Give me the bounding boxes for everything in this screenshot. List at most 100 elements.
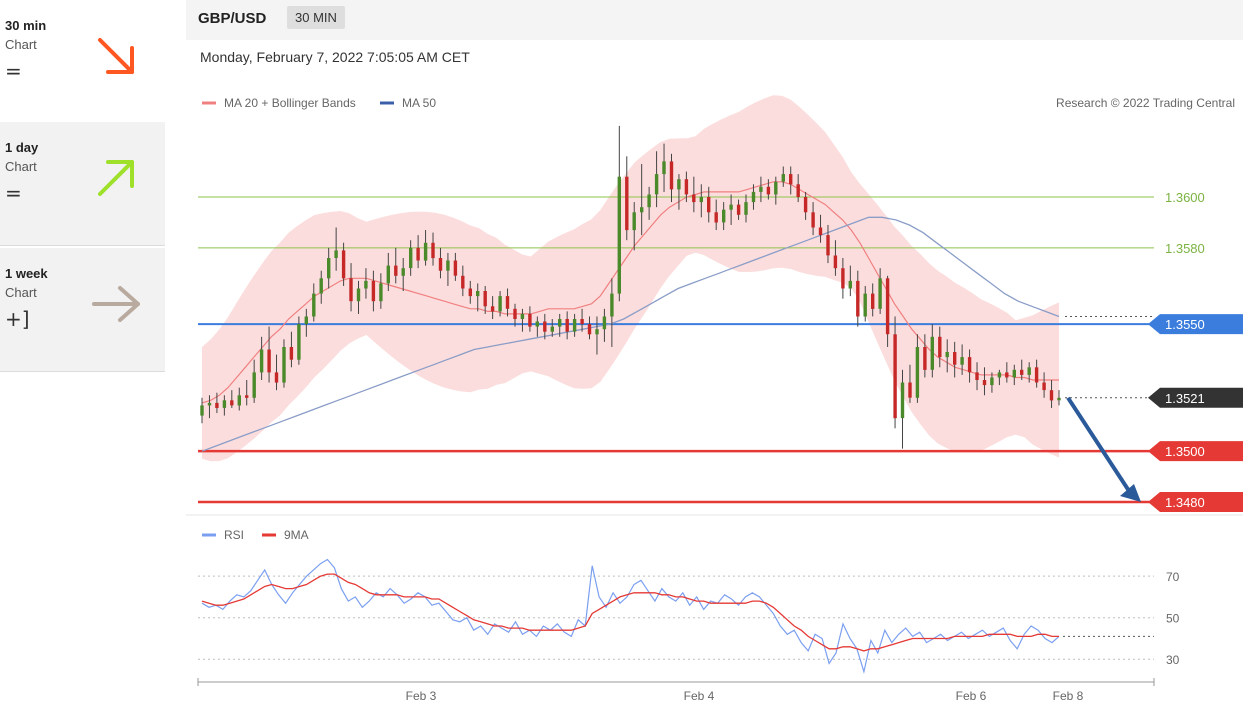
- candle-body: [371, 280, 376, 302]
- candle-body: [856, 280, 860, 317]
- rsi-line: [201, 558, 1060, 675]
- candle: [580, 308, 584, 332]
- candle: [692, 176, 696, 213]
- candle: [945, 339, 949, 373]
- candle-body: [841, 268, 845, 289]
- candle-body: [967, 357, 972, 373]
- candle: [282, 339, 286, 388]
- candle: [341, 242, 346, 286]
- candle-body: [356, 288, 361, 302]
- level-labels: 1.3600 1.3580 1.3550 1.3521 1.3500 1.3480: [1148, 190, 1243, 512]
- candle-body: [722, 209, 726, 223]
- candle: [625, 156, 629, 241]
- pivot-label: 1.3550: [1165, 317, 1205, 332]
- candle-body: [625, 176, 629, 231]
- candle: [334, 227, 338, 271]
- rsi-panel: 70 50 30: [198, 558, 1180, 675]
- candle: [1027, 362, 1031, 383]
- candle: [371, 270, 376, 312]
- candle-body: [923, 347, 927, 370]
- candle-body: [409, 247, 413, 269]
- candle: [259, 336, 264, 380]
- candle-body: [461, 275, 465, 289]
- candle: [1012, 364, 1016, 386]
- candle: [565, 311, 569, 340]
- candle-body: [818, 227, 823, 236]
- candle-body: [766, 186, 771, 195]
- candle: [893, 316, 897, 429]
- candle-body: [1020, 369, 1024, 375]
- candle-body: [587, 324, 592, 335]
- candle-body: [297, 324, 301, 360]
- candle-body: [468, 288, 472, 297]
- candle-body: [386, 265, 390, 284]
- candle: [841, 258, 845, 299]
- candle: [237, 387, 241, 411]
- candle-body: [990, 377, 994, 386]
- candle: [960, 344, 964, 375]
- candle: [707, 186, 711, 223]
- timeframe-sub: Chart: [5, 159, 37, 174]
- candle: [468, 280, 472, 304]
- candle-body: [796, 184, 800, 197]
- candle: [684, 171, 689, 203]
- candle-body: [207, 402, 212, 406]
- x-axis: Feb 3 Feb 4 Feb 6 Feb 8: [197, 678, 1155, 703]
- candle-body: [930, 336, 934, 370]
- candle-body: [975, 372, 979, 380]
- candle: [1020, 359, 1024, 380]
- candle: [438, 247, 443, 279]
- last-price-label: 1.3521: [1165, 391, 1205, 406]
- timeframe-1day[interactable]: 1 day Chart =: [0, 122, 165, 246]
- candle-body: [707, 197, 711, 213]
- timeframe-30min[interactable]: 30 min Chart =: [0, 0, 165, 124]
- candle: [267, 326, 271, 383]
- candle-body: [319, 278, 323, 294]
- candle: [215, 392, 219, 414]
- candle: [774, 176, 778, 205]
- candle-body: [349, 278, 353, 302]
- chart-legend: MA 20 + Bollinger Bands MA 50 Research ©…: [202, 96, 1235, 110]
- candle-body: [215, 402, 219, 408]
- candle: [222, 395, 227, 416]
- candle-body: [446, 260, 450, 271]
- candle-body: [543, 321, 547, 332]
- candle-body: [1049, 390, 1054, 401]
- candlesticks: [200, 125, 1061, 449]
- arrow-down-right-icon: [98, 38, 134, 74]
- candle: [900, 369, 905, 449]
- candle-body: [431, 242, 435, 259]
- resistance-label: 1.3600: [1165, 190, 1205, 205]
- candle: [453, 252, 458, 281]
- candle-body: [602, 316, 607, 330]
- signal-equal-icon: =: [5, 181, 22, 205]
- candle-body: [640, 207, 644, 213]
- candle-body: [789, 174, 793, 185]
- timeframe-1week[interactable]: 1 week Chart +]: [0, 248, 165, 372]
- candle-body: [252, 372, 256, 398]
- candle-body: [230, 400, 234, 406]
- candle-body: [520, 313, 525, 319]
- candle-body: [558, 319, 562, 327]
- timeframe-badge[interactable]: 30 MIN: [287, 6, 345, 29]
- candle: [461, 265, 465, 297]
- candle-body: [1057, 397, 1061, 401]
- candle-body: [483, 291, 487, 307]
- candle: [349, 263, 353, 312]
- candle-body: [803, 197, 808, 213]
- candle-body: [714, 212, 718, 223]
- candle: [930, 324, 934, 378]
- candle: [885, 275, 890, 347]
- signal-equal-icon: =: [5, 59, 22, 83]
- candle-body: [617, 176, 621, 294]
- candle: [230, 390, 234, 408]
- candle-body: [610, 293, 614, 317]
- candle: [826, 224, 830, 264]
- candle: [356, 280, 361, 314]
- candle-body: [781, 174, 785, 182]
- moving-averages: [201, 181, 1060, 452]
- instrument-pair: GBP/USD: [198, 10, 267, 27]
- candle-body: [938, 336, 942, 358]
- candle: [640, 163, 644, 236]
- candle: [938, 326, 942, 368]
